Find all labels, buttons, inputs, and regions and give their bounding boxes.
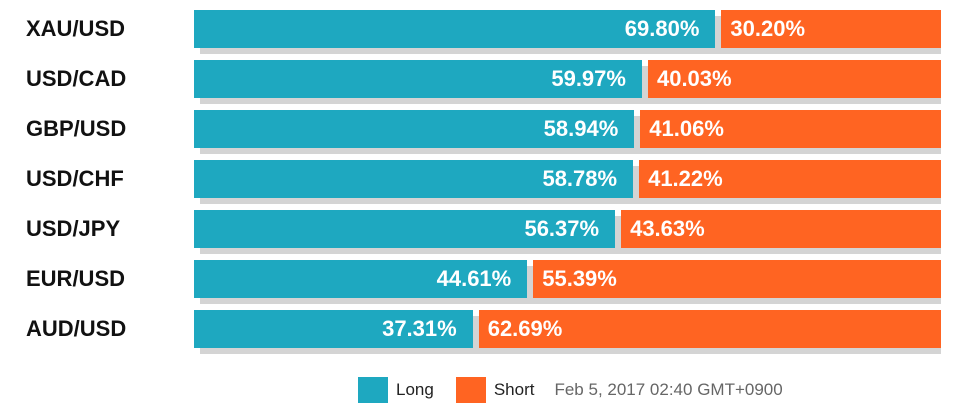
bar-long-gbp-usd xyxy=(194,110,635,148)
bar-short-gbp-usd xyxy=(640,110,941,148)
value-long-usd-jpy: 56.37% xyxy=(524,216,600,241)
bar-long-eur-usd xyxy=(194,260,528,298)
legend-label-long: Long xyxy=(396,380,434,399)
legend-swatch-long xyxy=(358,377,388,403)
bar-long-aud-usd xyxy=(194,310,473,348)
value-long-aud-usd: 37.31% xyxy=(382,316,457,341)
value-long-gbp-usd: 58.94% xyxy=(543,116,619,141)
category-label-eur-usd: EUR/USD xyxy=(26,266,126,291)
bar-long-usd-jpy xyxy=(194,210,616,248)
timestamp: Feb 5, 2017 02:40 GMT+0900 xyxy=(554,380,783,399)
category-label-usd-jpy: USD/JPY xyxy=(26,216,121,241)
value-short-usd-cad: 40.03% xyxy=(656,66,732,91)
category-label-aud-usd: AUD/USD xyxy=(26,316,127,341)
value-short-aud-usd: 62.69% xyxy=(487,316,563,341)
legend-label-short: Short xyxy=(493,380,535,399)
bar-short-usd-chf xyxy=(639,160,941,198)
value-short-eur-usd: 55.39% xyxy=(542,266,617,291)
bar-short-usd-jpy xyxy=(621,210,941,248)
value-short-usd-chf: 41.22% xyxy=(648,166,723,191)
bar-short-eur-usd xyxy=(533,260,941,298)
value-short-xau-usd: 30.20% xyxy=(730,16,806,41)
category-label-gbp-usd: GBP/USD xyxy=(26,116,127,141)
value-long-usd-cad: 59.97% xyxy=(551,66,626,91)
bar-short-usd-cad xyxy=(647,60,941,98)
value-long-eur-usd: 44.61% xyxy=(436,266,512,291)
value-long-xau-usd: 69.80% xyxy=(624,16,700,41)
legend: Long Short Feb 5, 2017 02:40 GMT+0900 xyxy=(358,376,783,404)
category-label-usd-chf: USD/CHF xyxy=(26,166,124,191)
bar-short-aud-usd xyxy=(478,310,941,348)
bar-long-usd-cad xyxy=(194,60,642,98)
value-long-usd-chf: 58.78% xyxy=(542,166,618,191)
bar-long-usd-chf xyxy=(194,160,634,198)
value-short-usd-jpy: 43.63% xyxy=(630,216,705,241)
category-label-xau-usd: XAU/USD xyxy=(26,16,126,41)
bar-short-xau-usd xyxy=(721,10,941,48)
category-label-usd-cad: USD/CAD xyxy=(26,66,127,91)
sentiment-bar-chart: XAU/USD 69.80% 30.20% USD/CAD 59.97% 40.03% GB… xyxy=(26,10,941,354)
bar-long-xau-usd xyxy=(194,10,716,48)
value-short-gbp-usd: 41.06% xyxy=(649,116,724,141)
legend-swatch-short xyxy=(455,377,486,403)
